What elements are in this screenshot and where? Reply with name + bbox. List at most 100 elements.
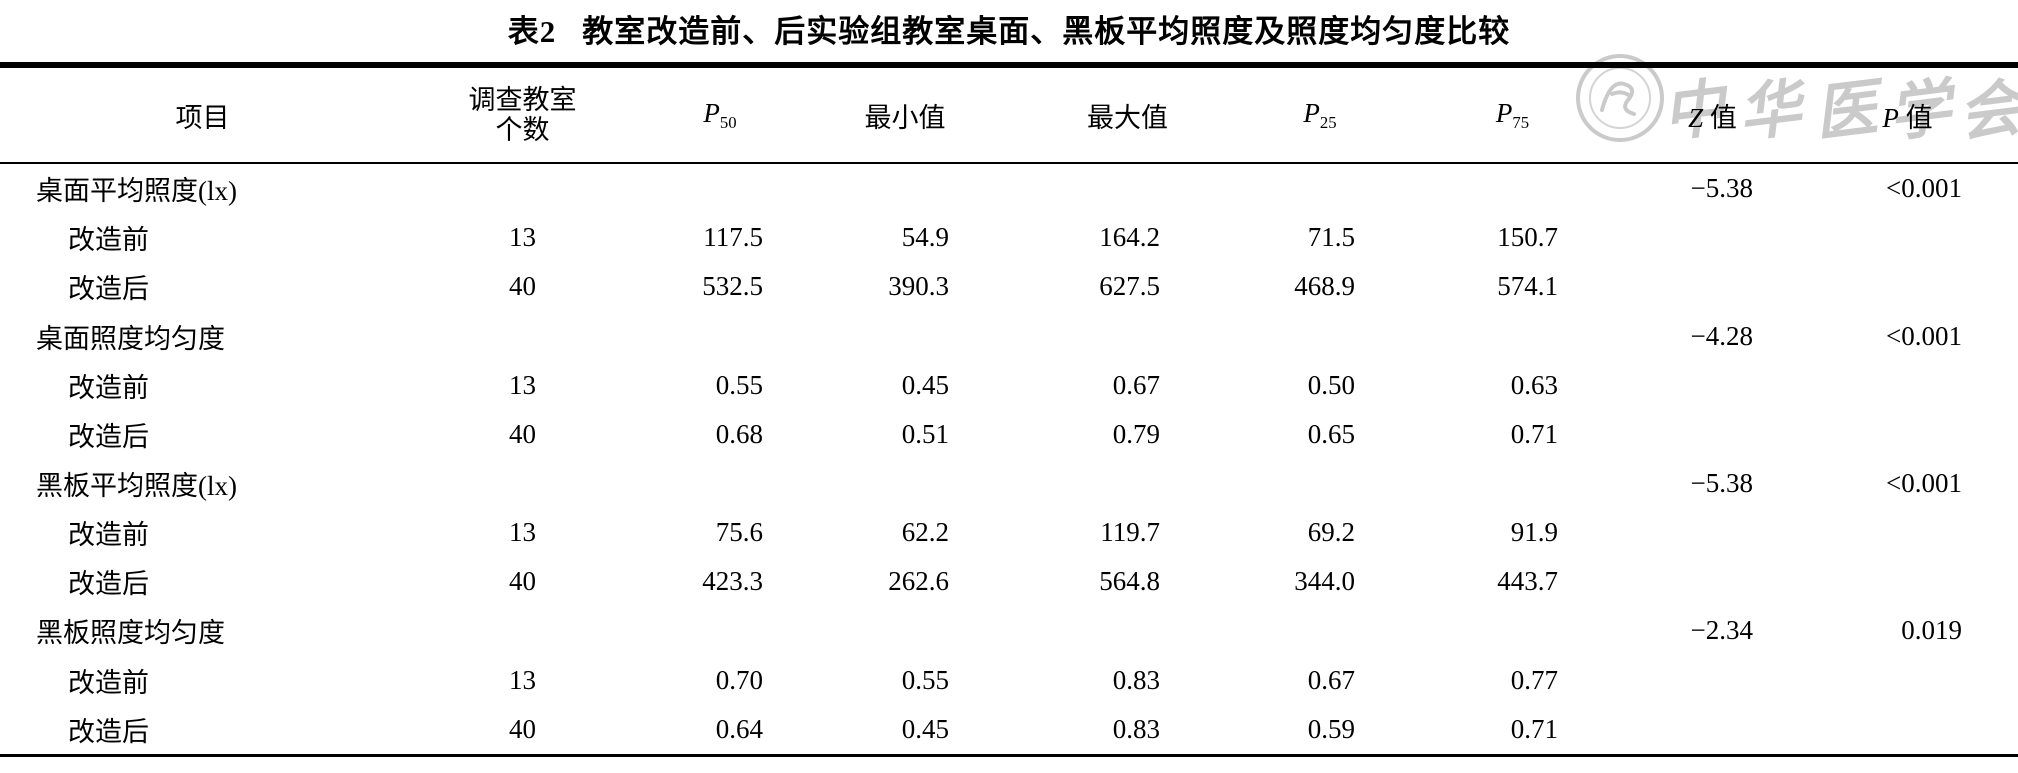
data-table: 项目 调查教室 个数 P50 最小值 最大值 P25 P75 Z 值 P 值 桌… [0, 62, 2018, 757]
section-label: 桌面照度均匀度 [36, 323, 225, 354]
n-cell: 13 [509, 664, 536, 695]
header-p50-symbol: P [703, 97, 720, 128]
p25-cell: 344.0 [1294, 566, 1355, 597]
p25-cell: 69.2 [1307, 517, 1355, 548]
p75-cell: 574.1 [1497, 271, 1558, 302]
max-cell: 627.5 [1099, 271, 1160, 302]
n-cell: 13 [509, 369, 536, 400]
table-row-data: 改造后 40 532.5 390.3 627.5 468.9 574.1 [0, 262, 2018, 311]
row-label: 改造前 [68, 225, 149, 256]
table-title-text: 教室改造前、后实验组教室桌面、黑板平均照度及照度均匀度比较 [582, 14, 1511, 49]
p75-cell: 91.9 [1510, 517, 1558, 548]
header-z-value: Z 值 [1620, 96, 1805, 135]
n-cell: 40 [509, 566, 536, 597]
p75-cell: 0.71 [1510, 713, 1558, 744]
header-p75-symbol: P [1495, 97, 1513, 128]
header-p-cjk: 值 [1905, 102, 1933, 133]
p-value-cell: <0.001 [1886, 468, 1962, 499]
min-cell: 0.51 [901, 418, 949, 449]
row-label: 改造后 [68, 716, 149, 747]
p25-cell: 0.59 [1307, 713, 1355, 744]
p75-cell: 150.7 [1497, 222, 1558, 253]
table-row-section: 桌面平均照度(lx) −5.38 <0.001 [0, 164, 2018, 213]
row-label: 改造后 [68, 569, 149, 600]
max-cell: 0.83 [1112, 713, 1160, 744]
table-row-data: 改造前 13 117.5 54.9 164.2 71.5 150.7 [0, 213, 2018, 262]
header-z-symbol: Z [1688, 102, 1704, 133]
p-value-cell: <0.001 [1886, 320, 1962, 351]
max-cell: 0.79 [1112, 418, 1160, 449]
p50-cell: 75.6 [715, 517, 763, 548]
row-label: 改造后 [68, 274, 149, 305]
z-value-cell: −5.38 [1690, 173, 1753, 204]
max-cell: 0.83 [1112, 664, 1160, 695]
p75-cell: 443.7 [1497, 566, 1558, 597]
p25-cell: 71.5 [1307, 222, 1355, 253]
min-cell: 54.9 [901, 222, 949, 253]
header-p25-symbol: P [1303, 97, 1320, 128]
table-number: 表2 [507, 14, 557, 49]
max-cell: 0.67 [1112, 369, 1160, 400]
header-p25-subscript: 25 [1319, 112, 1337, 132]
table-row-data: 改造前 13 0.70 0.55 0.83 0.67 0.77 [0, 656, 2018, 705]
table-row-section: 黑板照度均匀度 −2.34 0.019 [0, 606, 2018, 655]
n-cell: 40 [509, 713, 536, 744]
header-p75-subscript: 75 [1512, 112, 1530, 132]
header-classroom-count-line2: 个数 [495, 115, 550, 145]
table-row-section: 黑板平均照度(lx) −5.38 <0.001 [0, 459, 2018, 508]
p25-cell: 468.9 [1294, 271, 1355, 302]
table-row-data: 改造前 13 0.55 0.45 0.67 0.50 0.63 [0, 361, 2018, 410]
section-label: 黑板平均照度(lx) [36, 471, 237, 502]
header-max: 最大值 [1087, 102, 1168, 133]
p50-cell: 0.68 [715, 418, 763, 449]
p25-cell: 0.50 [1307, 369, 1355, 400]
z-value-cell: −4.28 [1690, 320, 1753, 351]
header-classroom-count: 调查教室 个数 [395, 85, 650, 145]
header-z-cjk: 值 [1709, 102, 1737, 133]
row-label: 改造前 [68, 520, 149, 551]
header-p-value: P 值 [1805, 96, 2010, 135]
min-cell: 0.45 [901, 713, 949, 744]
p-value-cell: 0.019 [1901, 615, 1962, 646]
min-cell: 262.6 [888, 566, 949, 597]
header-p75: P75 [1405, 98, 1620, 133]
table-header-row: 项目 调查教室 个数 P50 最小值 最大值 P25 P75 Z 值 P 值 [0, 68, 2018, 164]
p50-cell: 423.3 [702, 566, 763, 597]
table-row-data: 改造前 13 75.6 62.2 119.7 69.2 91.9 [0, 508, 2018, 557]
p50-cell: 0.70 [715, 664, 763, 695]
table-title: 表2 教室改造前、后实验组教室桌面、黑板平均照度及照度均匀度比较 [0, 6, 2018, 51]
p75-cell: 0.63 [1510, 369, 1558, 400]
min-cell: 0.55 [901, 664, 949, 695]
max-cell: 164.2 [1099, 222, 1160, 253]
p50-cell: 117.5 [703, 222, 763, 253]
p25-cell: 0.67 [1307, 664, 1355, 695]
n-cell: 40 [509, 271, 536, 302]
table-row-section: 桌面照度均匀度 −4.28 <0.001 [0, 311, 2018, 360]
table-row-data: 改造后 40 0.64 0.45 0.83 0.59 0.71 [0, 705, 2018, 754]
section-label: 桌面平均照度(lx) [36, 176, 237, 207]
header-p50-subscript: 50 [719, 112, 737, 132]
p-value-cell: <0.001 [1886, 173, 1962, 204]
p75-cell: 0.77 [1510, 664, 1558, 695]
p25-cell: 0.65 [1307, 418, 1355, 449]
row-label: 改造前 [68, 372, 149, 403]
p50-cell: 532.5 [702, 271, 763, 302]
header-p25: P25 [1235, 98, 1405, 133]
max-cell: 119.7 [1100, 517, 1160, 548]
section-label: 黑板照度均匀度 [36, 618, 225, 649]
z-value-cell: −2.34 [1690, 615, 1753, 646]
max-cell: 564.8 [1099, 566, 1160, 597]
header-classroom-count-line1: 调查教室 [468, 84, 577, 115]
n-cell: 13 [509, 517, 536, 548]
min-cell: 390.3 [888, 271, 949, 302]
header-p-symbol: P [1882, 102, 1899, 133]
table-row-data: 改造后 40 423.3 262.6 564.8 344.0 443.7 [0, 557, 2018, 606]
p50-cell: 0.64 [715, 713, 763, 744]
p75-cell: 0.71 [1510, 418, 1558, 449]
min-cell: 0.45 [901, 369, 949, 400]
n-cell: 13 [509, 222, 536, 253]
p50-cell: 0.55 [715, 369, 763, 400]
z-value-cell: −5.38 [1690, 468, 1753, 499]
row-label: 改造后 [68, 421, 149, 452]
